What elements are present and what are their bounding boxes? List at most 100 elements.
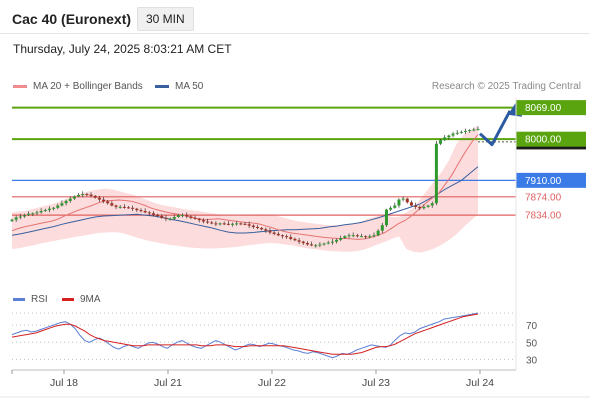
candle-body xyxy=(35,212,39,214)
rsi-tick-30: 30 xyxy=(526,355,538,366)
candle-body xyxy=(405,198,409,203)
candle-body xyxy=(89,194,93,196)
rsi-line xyxy=(11,312,479,359)
candle-body xyxy=(185,215,189,217)
legend-ma50: MA 50 xyxy=(155,81,203,92)
candle-body xyxy=(77,194,81,197)
candle-body xyxy=(10,219,14,222)
level-box-8000.00-text: 8000.00 xyxy=(525,135,562,146)
candle-body xyxy=(131,207,135,209)
timestamp: Thursday, July 24, 2025 8:03:21 AM CET xyxy=(13,42,232,56)
candle-body xyxy=(72,196,76,199)
candle-body xyxy=(335,239,339,242)
candle-body xyxy=(414,205,418,207)
candle-body xyxy=(102,199,106,202)
timeframe-button[interactable]: 30 MIN xyxy=(137,7,194,31)
candle-body xyxy=(314,245,318,247)
candle-body xyxy=(243,223,247,225)
candle-body xyxy=(260,227,264,230)
header-divider xyxy=(0,33,590,34)
legend-ma20-label: MA 20 + Bollinger Bands xyxy=(33,81,143,92)
rsi-ma-line xyxy=(11,313,479,355)
rsi-tick-50: 50 xyxy=(526,338,538,349)
ma9-swatch xyxy=(62,298,74,301)
legend-9ma-label: 9MA xyxy=(80,294,101,305)
candle-body xyxy=(289,237,293,239)
level-box-8069.00-bg xyxy=(516,100,586,116)
legend-rsi: RSI xyxy=(13,294,48,305)
candle-body xyxy=(27,213,31,216)
ma50-swatch xyxy=(155,85,169,88)
x-tick-label: Jul 22 xyxy=(258,377,286,389)
candle-body xyxy=(201,220,205,222)
candle-body xyxy=(401,198,405,200)
candle-body xyxy=(139,210,143,212)
candle-body xyxy=(118,206,122,208)
legend-rsi-label: RSI xyxy=(31,294,48,305)
candle-body xyxy=(434,143,438,204)
candle-body xyxy=(231,223,235,225)
credit-text: Research © 2025 Trading Central xyxy=(431,81,581,92)
candle-body xyxy=(268,230,272,233)
forecast-arrow xyxy=(478,110,512,147)
candle-body xyxy=(326,242,330,244)
candle-body xyxy=(143,211,147,213)
candle-body xyxy=(464,130,468,132)
candle-body xyxy=(56,205,60,208)
candle-body xyxy=(93,195,97,198)
candle-body xyxy=(426,205,430,207)
instrument-title: Cac 40 (Euronext) xyxy=(12,11,132,27)
candle-body xyxy=(52,207,56,209)
candle-body xyxy=(176,215,180,217)
legend-9ma: 9MA xyxy=(62,294,101,305)
candle-body xyxy=(193,217,197,219)
candle-body xyxy=(251,225,255,228)
rsi-tick-70: 70 xyxy=(526,321,538,332)
candle-body xyxy=(451,133,455,136)
candle-body xyxy=(393,205,397,208)
level-box-7874.00-text: 7874.00 xyxy=(525,192,562,203)
candle-body xyxy=(351,235,355,237)
level-box-7910.00-bg xyxy=(516,172,586,188)
candle-body xyxy=(376,230,380,236)
level-box-7910.00-text: 7910.00 xyxy=(525,176,562,187)
candle-body xyxy=(22,215,26,217)
level-box-8069.00-text: 8069.00 xyxy=(525,103,562,114)
candle-body xyxy=(293,238,297,241)
candle-body xyxy=(322,243,326,245)
legend-ma20: MA 20 + Bollinger Bands xyxy=(13,81,143,92)
x-tick-label: Jul 24 xyxy=(466,377,494,389)
candle-body xyxy=(122,206,126,208)
candle-body xyxy=(422,206,426,209)
candle-body xyxy=(297,240,301,242)
candle-body xyxy=(151,213,155,215)
candle-body xyxy=(455,132,459,134)
legend-ma50-label: MA 50 xyxy=(175,81,204,92)
ma50-line xyxy=(11,166,479,236)
candle-body xyxy=(285,236,289,238)
candle-body xyxy=(47,208,51,211)
candle-body xyxy=(156,214,160,217)
candle-body xyxy=(31,213,35,215)
candle-body xyxy=(355,235,359,237)
candle-body xyxy=(418,206,422,209)
candle-body xyxy=(318,244,322,246)
candle-body xyxy=(97,197,101,200)
candle-body xyxy=(389,207,393,210)
candle-body xyxy=(272,232,276,234)
candle-body xyxy=(280,235,284,237)
candle-body xyxy=(364,236,368,238)
candle-body xyxy=(347,235,351,237)
candle-body xyxy=(64,200,68,204)
candle-body xyxy=(276,233,280,236)
candle-body xyxy=(468,130,472,132)
candle-body xyxy=(172,216,176,219)
candle-body xyxy=(397,199,401,206)
candle-body xyxy=(226,223,230,225)
candle-body xyxy=(197,218,201,221)
candle-body xyxy=(310,244,314,246)
candle-body xyxy=(255,227,259,229)
candle-body xyxy=(181,215,185,217)
candle-body xyxy=(14,217,18,220)
